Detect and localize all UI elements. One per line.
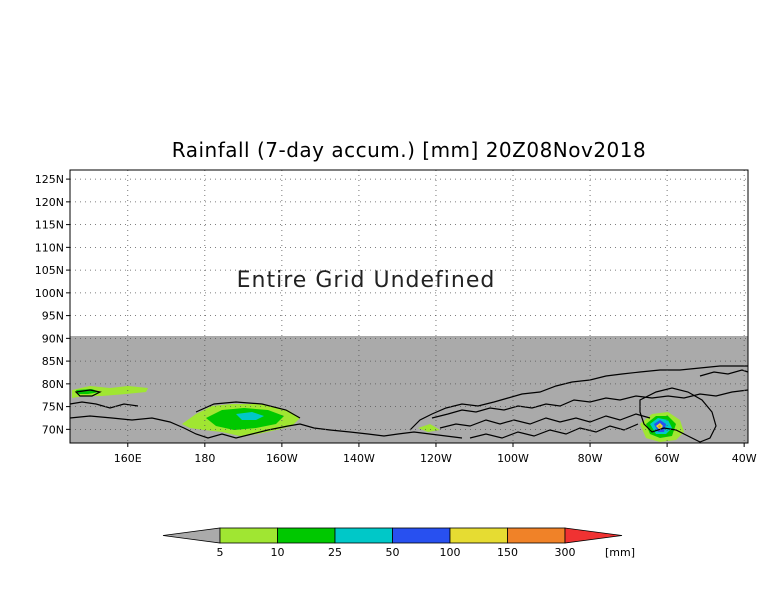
colorbar-swatch [334,527,393,544]
lon-tick-label: 160W [266,452,298,465]
colorbar-label: 10 [271,546,285,559]
colorbar-swatch [507,527,566,544]
lon-tick-label: 100W [497,452,529,465]
coastline-left [69,415,463,439]
lat-tick-label: 90N [42,332,64,345]
coastline-bering [195,401,301,419]
lon-tick-label: 40W [732,452,757,465]
map-area: Entire Grid Undefined [69,169,749,444]
colorbar-swatch [219,527,278,544]
colorbar-swatch [449,527,508,544]
coastline-hudson [469,423,639,439]
lon-tick-label: 120W [420,452,452,465]
coastline-archipelago-1 [409,365,748,431]
rain-patch-east-orange [658,425,661,428]
coastline-archipelago-3 [439,413,651,429]
rain-patch-left [72,386,148,398]
lat-tick-label: 80N [42,378,64,391]
lon-tick-label: 180 [194,452,215,465]
colorbar-label: 100 [440,546,461,559]
colorbar-label: 5 [217,546,224,559]
lat-tick-label: 105N [35,264,64,277]
rain-patch-mid [418,424,440,432]
lat-tick-label: 125N [35,173,64,186]
map-gridlines [70,170,748,443]
colorbar-above-triangle [564,527,623,544]
map-frame [69,169,749,444]
lat-tick-label: 85N [42,355,64,368]
colorbar-swatch [392,527,451,544]
colorbar-swatch [277,527,336,544]
lat-tick-label: 115N [35,219,64,232]
coastline-left-upper [69,401,139,409]
lat-tick-label: 75N [42,401,64,414]
coastline-greenland [639,387,717,443]
lat-tick-label: 95N [42,310,64,323]
longitude-axis: 160E 180 160W 140W 120W 100W 80W 60W 40W [114,443,757,465]
undefined-grid-message: Entire Grid Undefined [237,268,496,293]
lat-tick-label: 110N [35,241,64,254]
colorbar-label: 50 [386,546,400,559]
coastline-islands-left [74,389,102,397]
colorbar-label: 25 [328,546,342,559]
lon-tick-label: 140W [343,452,375,465]
lon-tick-label: 160E [114,452,142,465]
latitude-axis: 125N 120N 115N 110N 105N 100N 95N 90N 85N 80N 75N 7… [35,173,70,436]
lon-tick-label: 60W [655,452,680,465]
colorbar-unit: [mm] [605,546,635,559]
rainfall-patches [72,386,684,442]
lat-tick-label: 70N [42,423,64,436]
coastlines [69,365,749,443]
colorbar-label: 300 [555,546,576,559]
colorbar-below-triangle [162,527,221,544]
map-title: Rainfall (7-day accum.) [mm] 20Z08Nov201… [172,138,646,162]
lon-tick-label: 80W [578,452,603,465]
colorbar-label: 150 [497,546,518,559]
colorbar: 5 10 25 50 100 150 300 [mm] [162,527,635,559]
lat-tick-label: 100N [35,287,64,300]
lat-tick-label: 120N [35,196,64,209]
rain-patch-bering-core [236,412,264,420]
coastline-archipelago-2 [431,389,749,419]
